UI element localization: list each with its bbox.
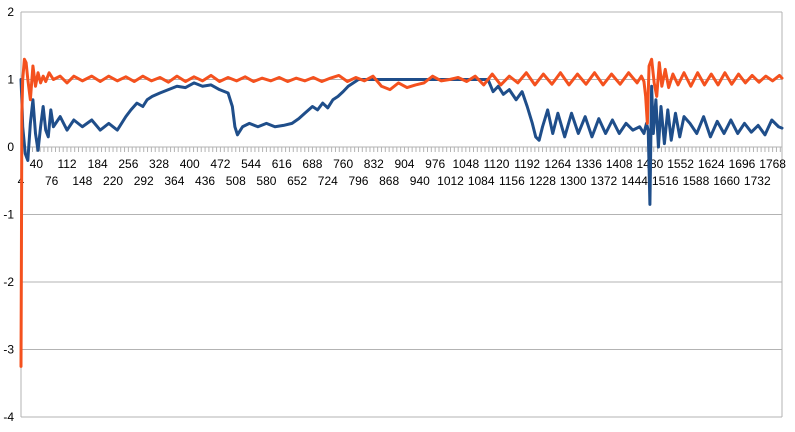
series-orange-line bbox=[19, 57, 784, 368]
x-tick-label: 976 bbox=[425, 157, 445, 171]
y-tick-label: 1 bbox=[7, 73, 14, 87]
x-tick-label: 688 bbox=[302, 157, 322, 171]
x-tick-label: 760 bbox=[333, 157, 353, 171]
x-tick-label: 328 bbox=[149, 157, 169, 171]
x-tick-label: 256 bbox=[118, 157, 138, 171]
x-tick-label: 220 bbox=[103, 174, 123, 188]
x-tick-label: 868 bbox=[379, 174, 399, 188]
x-tick-label: 76 bbox=[45, 174, 59, 188]
x-tick-label: 1408 bbox=[606, 157, 633, 171]
x-tick-label: 1156 bbox=[499, 174, 525, 188]
y-tick-label: -1 bbox=[3, 208, 14, 222]
x-tick-label: 1048 bbox=[452, 157, 479, 171]
y-tick-label: -3 bbox=[3, 343, 14, 357]
x-tick-label: 1768 bbox=[759, 157, 786, 171]
y-tick-label: -2 bbox=[3, 275, 14, 289]
x-tick-label: 1084 bbox=[468, 174, 495, 188]
x-tick-label: 472 bbox=[210, 157, 230, 171]
x-tick-label: 508 bbox=[226, 174, 246, 188]
x-tick-label: 184 bbox=[88, 157, 108, 171]
x-tick-label: 1552 bbox=[667, 157, 694, 171]
x-tick-label: 652 bbox=[287, 174, 307, 188]
y-tick-label: 2 bbox=[7, 5, 14, 19]
y-axis-tick-labels: 2 1 0 -1 -2 -3 -4 bbox=[3, 5, 14, 424]
x-tick-label: 112 bbox=[57, 157, 76, 171]
x-tick-label: 616 bbox=[272, 157, 292, 171]
x-tick-label: 1120 bbox=[484, 157, 510, 171]
series-lines bbox=[19, 57, 784, 368]
x-tick-label: 544 bbox=[241, 157, 261, 171]
x-tick-label: 40 bbox=[30, 157, 44, 171]
x-tick-label: 580 bbox=[256, 174, 276, 188]
x-tick-label: 1300 bbox=[560, 174, 587, 188]
x-tick-label: 1192 bbox=[514, 157, 540, 171]
x-tick-label: 904 bbox=[394, 157, 414, 171]
x-tick-label: 1660 bbox=[713, 174, 740, 188]
x-tick-label: 940 bbox=[410, 174, 430, 188]
x-tick-label: 832 bbox=[364, 157, 384, 171]
x-tick-label: 1012 bbox=[437, 174, 464, 188]
x-tick-label: 364 bbox=[164, 174, 184, 188]
x-tick-label: 148 bbox=[72, 174, 92, 188]
x-tick-label: 1336 bbox=[575, 157, 602, 171]
x-axis-tick-labels-upper: 40 112 184 256 328 400 472 544 616 688 760 832 904 97… bbox=[30, 157, 787, 171]
x-tick-label: 796 bbox=[348, 174, 368, 188]
x-axis bbox=[20, 146, 782, 152]
x-tick-label: 724 bbox=[318, 174, 338, 188]
x-tick-label: 436 bbox=[195, 174, 215, 188]
x-axis-tick-labels-lower: 4 76 148 220 292 364 436 508 580 652 724 796 868 940 1… bbox=[18, 174, 771, 188]
x-tick-label: 1228 bbox=[529, 174, 556, 188]
x-tick-label: 1264 bbox=[545, 157, 572, 171]
x-tick-label: 1372 bbox=[591, 174, 618, 188]
x-tick-label: 1732 bbox=[744, 174, 771, 188]
series-blue-line bbox=[19, 78, 784, 206]
x-tick-label: 1516 bbox=[652, 174, 679, 188]
x-tick-label: 1624 bbox=[698, 157, 725, 171]
x-tick-label: 1588 bbox=[683, 174, 710, 188]
gridlines bbox=[20, 11, 783, 418]
x-tick-label: 1444 bbox=[621, 174, 648, 188]
x-tick-label: 400 bbox=[180, 157, 200, 171]
x-tick-label: 292 bbox=[134, 174, 154, 188]
y-tick-label: -4 bbox=[3, 410, 14, 424]
x-tick-label: 1696 bbox=[729, 157, 756, 171]
y-tick-label: 0 bbox=[7, 140, 14, 154]
